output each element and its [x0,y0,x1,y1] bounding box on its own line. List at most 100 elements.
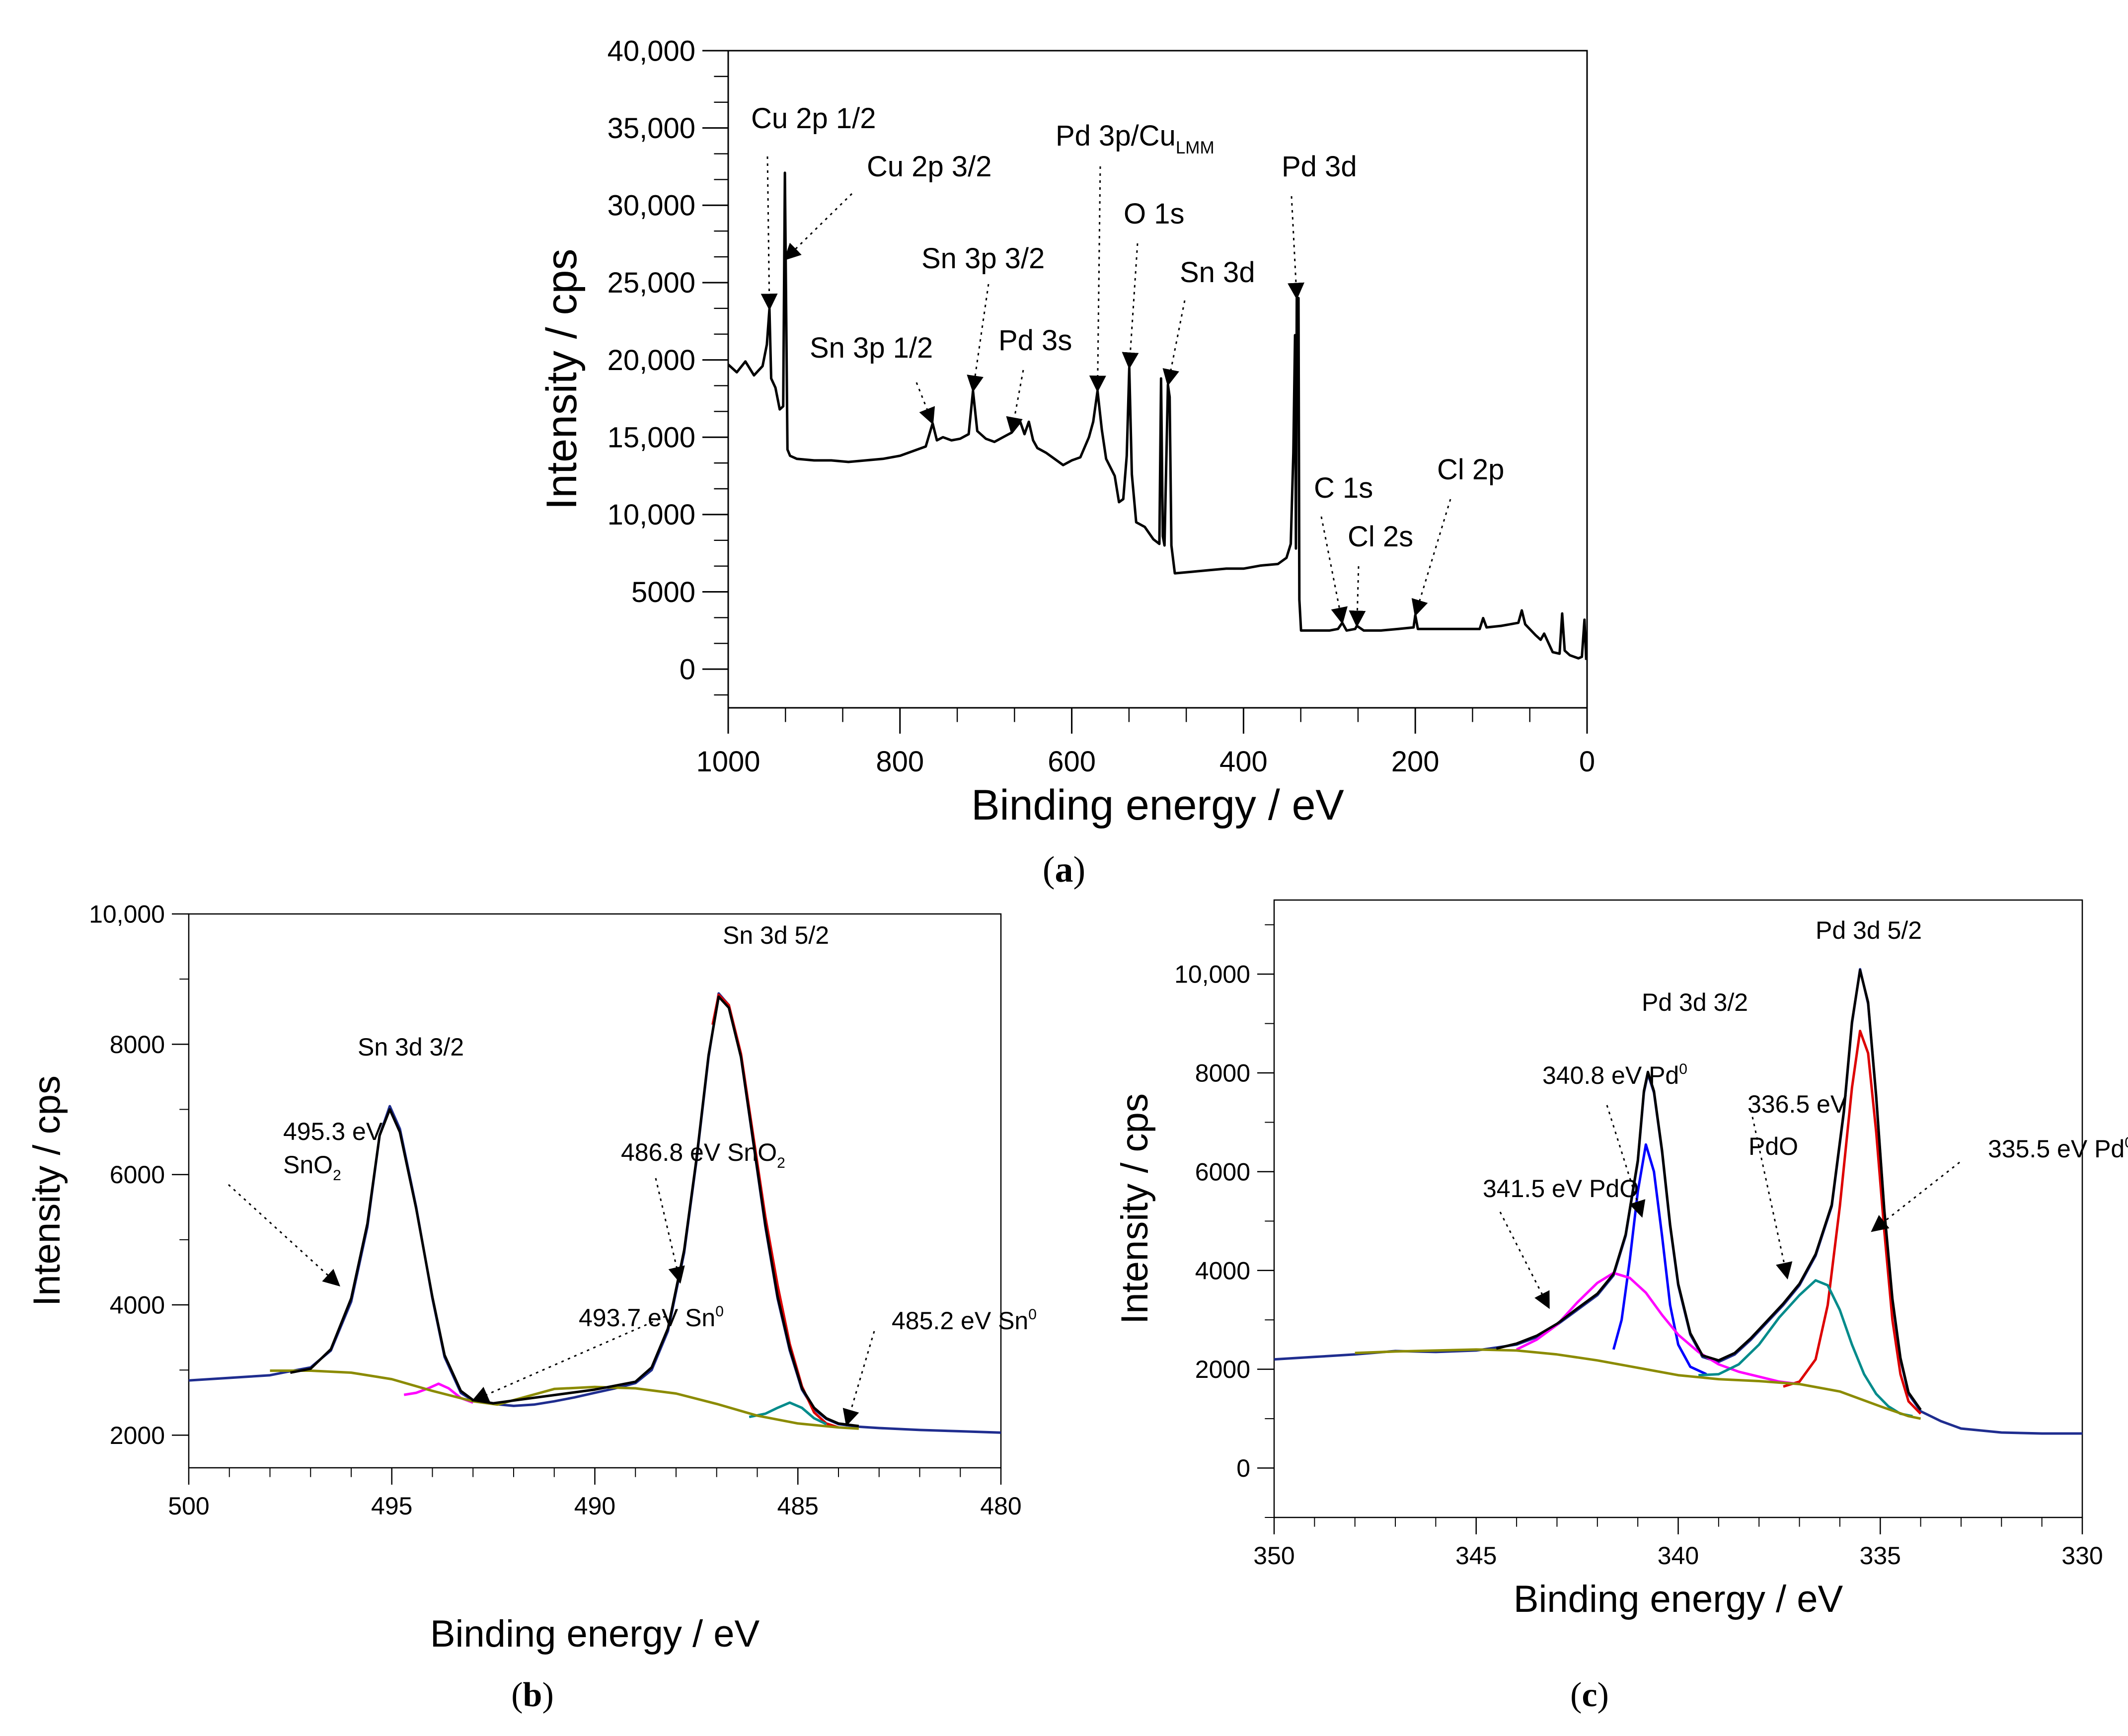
peak-label: Cu 2p 1/2 [751,102,876,135]
peak-label: Pd 3p/CuLMM [1056,120,1215,157]
y-tick-label: 2000 [1195,1356,1250,1383]
y-tick-label: 6000 [1195,1158,1250,1186]
annotation-arrow [228,1184,340,1286]
panel-a-survey-spectrum: 1000 800 600 400 200 0 0 5000 10,000 15,000 20,000… [538,35,1595,890]
peak-label: Sn 3d 3/2 [358,1033,464,1061]
series-line-0 [188,992,1001,1434]
annotation-arrow [471,1315,666,1403]
annotation-arrow [1871,1161,1960,1232]
peak-label: 486.8 eV SnO2 [621,1138,785,1171]
y-tick-label: 20,000 [608,344,695,377]
series-line-5 [290,995,859,1428]
annotation-arrow [1122,243,1139,370]
x-tick-label: 200 [1391,746,1440,778]
panel-caption: (b) [511,1676,554,1714]
x-axis-label: Binding energy / eV [430,1613,760,1655]
x-tick-label: 335 [1860,1542,1901,1570]
series-line-1 [711,993,839,1429]
peak-label: 335.5 eV Pd0 [1988,1134,2128,1163]
x-tick-label: 490 [574,1492,615,1520]
x-tick-label: 800 [876,746,924,778]
series-line-0 [727,171,1588,660]
peak-label: Sn 3p 1/2 [810,332,933,364]
peak-label-line2: PdO [1748,1132,1798,1160]
x-tick-label: 600 [1048,746,1096,778]
y-tick-label: 40,000 [608,35,695,67]
x-tick-label: 400 [1219,746,1268,778]
series-line-3 [1516,1272,1800,1385]
peak-label: O 1s [1124,198,1185,230]
peak-label: Cl 2p [1437,453,1504,486]
y-tick-label: 5000 [631,576,695,608]
annotation-arrow [783,193,853,261]
y-tick-label: 8000 [1195,1059,1250,1087]
peak-label: 340.8 eV Pd0 [1542,1061,1687,1089]
series-line-4 [270,1369,859,1430]
annotation-arrow [655,1178,685,1284]
panel-c-pd3d-spectrum: 350 345 340 335 330 0 2000 4000 6000 8000 10,000 Bi… [1114,899,2128,1714]
y-tick-label: 10,000 [89,901,165,928]
x-tick-label: 495 [371,1492,412,1520]
annotation-arrow [842,1331,875,1427]
x-tick-label: 500 [168,1492,209,1520]
y-tick-label: 8000 [110,1031,165,1058]
annotation-arrow [1349,566,1366,628]
y-tick-label: 10,000 [608,499,695,531]
y-tick-label: 0 [1236,1454,1250,1482]
panel-caption: (a) [1043,849,1085,890]
annotation-arrow [1750,1110,1793,1280]
panel-caption: (c) [1570,1676,1609,1714]
y-tick-label: 10,000 [1174,961,1250,988]
series-line-2 [1612,1143,1707,1375]
peak-label-line2: SnO2 [283,1151,341,1184]
y-tick-label: 0 [680,653,695,685]
peak-label: Cu 2p 3/2 [867,151,992,183]
peak-label: Sn 3d [1180,256,1255,289]
peak-label: 341.5 eV PdO [1483,1175,1639,1203]
y-axis-label: Intensity / cps [1114,1093,1156,1324]
y-axis-label: Intensity / cps [26,1075,68,1306]
annotation-arrow [1162,300,1186,386]
peak-label: 495.3 eV [283,1118,383,1145]
peak-label: Sn 3d 5/2 [723,921,829,949]
peak-label: Pd 3d 5/2 [1816,916,1922,944]
annotation-arrow [967,284,989,393]
plot-frame [188,913,1002,1469]
annotation-arrow [1288,196,1304,300]
y-tick-label: 35,000 [608,112,695,145]
series-line-4 [1698,1279,1913,1418]
x-tick-label: 350 [1253,1542,1294,1570]
y-tick-label: 4000 [110,1291,165,1319]
x-tick-label: 330 [2061,1542,2103,1570]
plot-frame [727,50,1588,709]
annotation-arrow [915,382,935,425]
y-tick-label: 15,000 [608,422,695,454]
x-tick-label: 1000 [696,746,760,778]
series-line-6 [1496,969,1922,1411]
series-line-3 [749,1401,827,1426]
peak-label: Sn 3p 3/2 [921,242,1045,275]
series-line-5 [1355,1348,1921,1420]
x-axis-label: Binding energy / eV [971,781,1344,829]
peak-label: Pd 3d 3/2 [1642,988,1748,1016]
peak-label: Cl 2s [1348,521,1413,553]
y-axis-label: Intensity / cps [538,249,586,510]
annotation-arrow [760,156,778,311]
x-axis-label: Binding energy / eV [1514,1578,1843,1620]
panel-b-sn3d-spectrum: 500 495 490 485 480 2000 4000 6000 8000 10,000 Bin… [26,901,1037,1715]
x-tick-label: 0 [1579,746,1595,778]
peak-label: 493.7 eV Sn0 [579,1303,724,1332]
series-line-1 [1783,1030,1922,1415]
y-tick-label: 2000 [110,1422,165,1449]
y-tick-label: 25,000 [608,267,695,299]
annotation-arrow [1320,516,1348,625]
x-tick-label: 345 [1455,1542,1497,1570]
peak-label: Pd 3s [998,324,1072,357]
x-tick-label: 340 [1658,1542,1699,1570]
x-tick-label: 480 [980,1492,1021,1520]
peak-label: 336.5 eV [1748,1090,1847,1118]
annotation-arrow [1499,1211,1550,1309]
peak-label: Pd 3d [1282,151,1357,183]
y-tick-label: 30,000 [608,190,695,222]
